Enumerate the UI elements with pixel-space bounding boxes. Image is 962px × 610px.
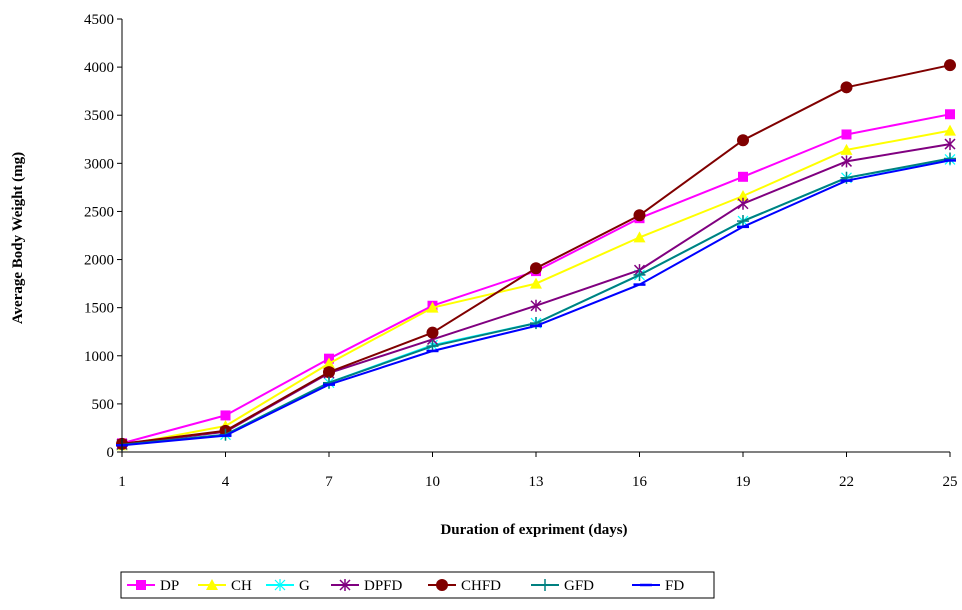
legend-label: DPFD (364, 578, 403, 594)
x-axis-title: Duration of expriment (days) (440, 522, 627, 538)
legend-marker-dpfd (339, 579, 351, 591)
data-point-ch (944, 124, 956, 136)
data-point-dp (945, 109, 955, 120)
x-tick-label: 19 (736, 474, 751, 490)
x-tick-label: 7 (325, 474, 333, 490)
y-tick-label: 4500 (84, 12, 114, 28)
x-tick-label: 13 (529, 474, 544, 490)
legend-item-g: G (266, 578, 310, 594)
x-tick-label: 16 (632, 474, 648, 490)
legend-label: CH (231, 578, 252, 594)
data-point-gfd (944, 152, 956, 165)
y-tick-label: 0 (107, 445, 115, 461)
data-point-gfd (737, 215, 749, 228)
legend-label: G (299, 578, 310, 594)
y-tick-label: 1000 (84, 349, 114, 365)
data-point-chfd (633, 209, 646, 222)
data-point-dpfd (737, 197, 749, 210)
legend-item-fd: FD (632, 578, 684, 594)
y-tick-label: 1500 (84, 301, 114, 317)
legend-marker-ch (206, 579, 218, 590)
data-point-ch (426, 301, 439, 313)
legend-item-dp: DP (127, 578, 179, 594)
x-tick-label: 4 (222, 474, 230, 490)
data-point-ch (633, 231, 646, 243)
data-point-dp (738, 171, 748, 182)
data-point-chfd (530, 262, 542, 275)
legend-marker-g (274, 579, 286, 591)
plot-area (116, 59, 956, 451)
legend: DP CH G DPFD CHFD GFD FD (120, 571, 715, 599)
data-point-chfd (944, 59, 956, 72)
axes: 0 500 1000 1500 2000 2500 3000 3500 4000 4500 1 4 7 1… (84, 12, 958, 490)
data-point-dp (220, 410, 231, 421)
data-point-chfd (737, 134, 749, 147)
legend-item-ch: CH (198, 578, 252, 594)
data-point-dpfd (530, 299, 542, 312)
data-point-gfd (633, 268, 646, 281)
y-axis-title: Average Body Weight (mg) (10, 152, 26, 324)
y-tick-label: 3500 (84, 108, 114, 124)
x-tick-label: 10 (425, 474, 440, 490)
legend-label: FD (665, 578, 684, 594)
data-point-ch (323, 357, 335, 369)
data-point-dpfd (944, 138, 956, 151)
y-tick-label: 3000 (84, 156, 114, 172)
data-point-ch (530, 277, 542, 289)
x-tick-label: 1 (118, 474, 126, 490)
y-tick-label: 2500 (84, 204, 114, 220)
y-tick-label: 500 (92, 397, 115, 413)
legend-marker-gfd (539, 579, 551, 591)
legend-label: GFD (564, 578, 594, 594)
legend-label: DP (160, 578, 179, 594)
data-point-dp (841, 129, 852, 140)
series-chfd (116, 59, 956, 450)
legend-item-dpfd: DPFD (331, 578, 403, 594)
x-tick-label: 22 (839, 474, 854, 490)
data-point-ch (737, 190, 749, 202)
y-tick-label: 2000 (84, 253, 114, 269)
legend-marker-chfd (436, 579, 448, 591)
legend-label: CHFD (461, 578, 501, 594)
legend-item-gfd: GFD (531, 578, 594, 594)
data-point-chfd (323, 366, 335, 379)
data-point-chfd (426, 326, 439, 339)
data-point-ch (840, 143, 853, 155)
x-tick-label: 25 (943, 474, 958, 490)
legend-item-chfd: CHFD (428, 578, 501, 594)
data-point-chfd (840, 81, 853, 94)
data-point-dpfd (840, 155, 853, 168)
y-tick-label: 4000 (84, 60, 114, 76)
series-fd (116, 159, 956, 447)
legend-marker-dp (136, 580, 146, 590)
series-line-chfd (121, 64, 951, 445)
series-ch (116, 124, 956, 451)
